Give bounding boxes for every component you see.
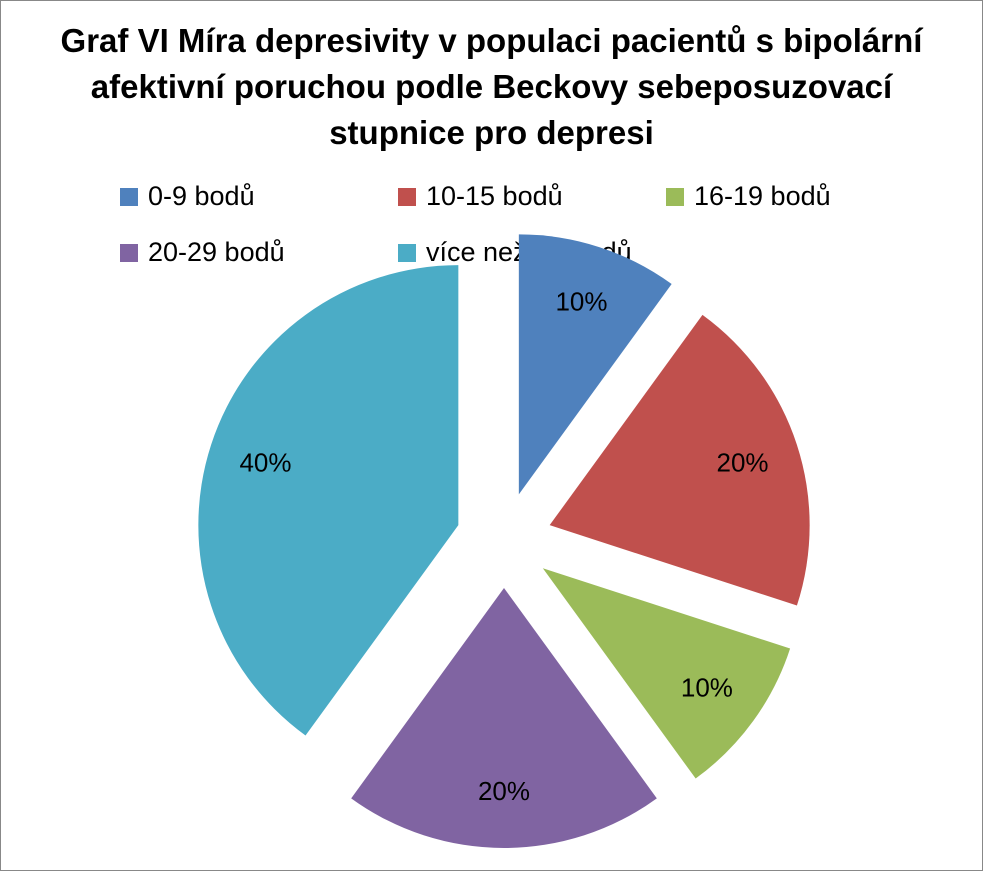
legend-label-0-9-bodu: 0-9 bodů [148, 181, 255, 211]
legend-swatch-16-19-bodu [666, 188, 684, 206]
pie-slice-vice-nez-30-bodu [198, 265, 459, 736]
legend-swatch-20-29-bodu [120, 244, 138, 262]
legend-label-16-19-bodu: 16-19 bodů [694, 181, 831, 211]
legend-label-20-29-bodu: 20-29 bodů [148, 237, 285, 267]
legend-label-10-15-bodu: 10-15 bodů [426, 181, 563, 211]
slice-data-label-16-19-bodu: 10% [681, 672, 733, 702]
legend-swatch-0-9-bodu [120, 188, 138, 206]
pie-slices [198, 234, 810, 848]
pie-slice-20-29-bodu [351, 588, 657, 848]
slice-data-label-20-29-bodu: 20% [478, 776, 530, 806]
legend-swatch-vice-nez-30-bodu [398, 244, 416, 262]
legend-swatch-10-15-bodu [398, 188, 416, 206]
slice-data-label-0-9-bodu: 10% [555, 286, 607, 316]
slice-data-label-vice-nez-30-bodu: 40% [239, 447, 291, 477]
slice-data-label-10-15-bodu: 20% [717, 447, 769, 477]
chart-title: Graf VI Míra depresivity v populaci paci… [60, 22, 923, 151]
pie-slice-16-19-bodu [542, 568, 791, 779]
pie-slice-0-9-bodu [518, 234, 672, 495]
pie-slice-labels: 10% 20% 10% 20% 40% [239, 286, 768, 805]
pie-slice-10-15-bodu [549, 314, 810, 606]
